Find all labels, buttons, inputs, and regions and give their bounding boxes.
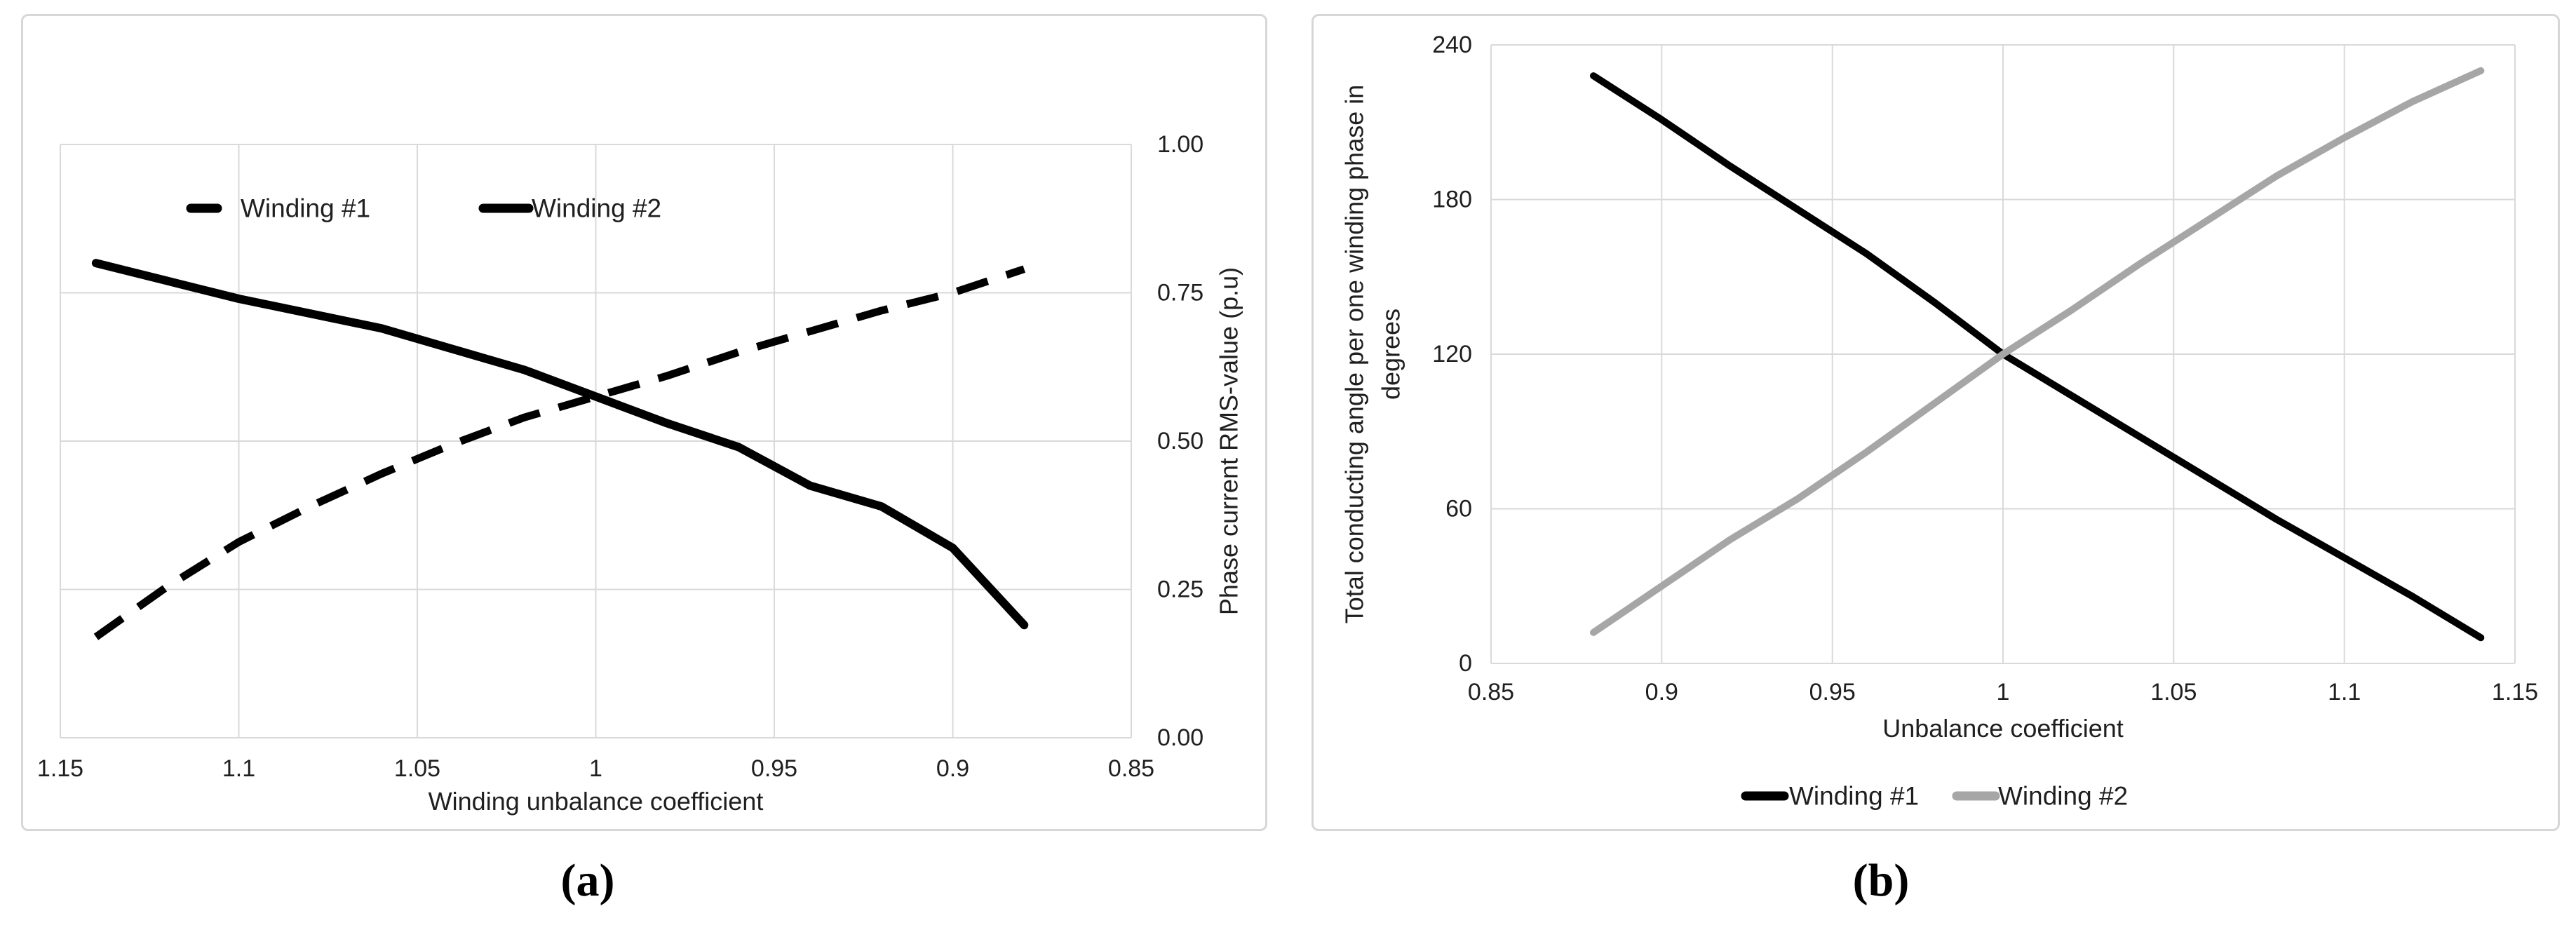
y-tick-label: 60 bbox=[1445, 496, 1472, 522]
x-tick-label: 0.9 bbox=[1645, 679, 1678, 705]
x-tick-label: 1.1 bbox=[222, 755, 255, 782]
y-tick-label: 120 bbox=[1432, 341, 1472, 367]
caption-a: (a) bbox=[560, 855, 615, 906]
series-line-winding-1 bbox=[93, 265, 1026, 640]
chart-a-panel: 1.15 1.1 1.05 1 0.95 0.9 0.85 0.00 0.25 0.50 0.75 1… bbox=[21, 14, 1267, 831]
x-tick-label: 0.85 bbox=[1468, 679, 1514, 705]
y-axis-title: Total conducting angle per one winding p… bbox=[1340, 85, 1369, 624]
series-line-winding-1 bbox=[1590, 72, 2485, 642]
y-tick-label: 0 bbox=[1459, 650, 1472, 677]
y-tick-label: 0.50 bbox=[1157, 428, 1203, 454]
y-tick-label: 0.25 bbox=[1157, 576, 1203, 603]
x-axis-title: Winding unbalance coefficient bbox=[429, 787, 764, 816]
x-tick-label: 1.15 bbox=[37, 755, 83, 782]
legend-label: Winding #2 bbox=[1998, 782, 2128, 811]
chart-b-panel: 0.85 0.9 0.95 1 1.05 1.1 1.15 0 60 120 180 240 Unbal… bbox=[1311, 14, 2560, 831]
series-line-winding-2 bbox=[91, 259, 1029, 630]
x-tick-label: 0.9 bbox=[936, 755, 969, 782]
legend-label: Winding #2 bbox=[532, 194, 661, 223]
legend-label: Winding #1 bbox=[1789, 782, 1919, 811]
y-tick-label: 180 bbox=[1432, 187, 1472, 213]
chart-a: 1.15 1.1 1.05 1 0.95 0.9 0.850.00 0.25 0.50 0.75 1… bbox=[37, 131, 1243, 816]
caption-b: (b) bbox=[1852, 855, 1910, 906]
x-tick-label: 1.1 bbox=[2328, 679, 2361, 705]
x-tick-label: 1.05 bbox=[394, 755, 440, 782]
legend-label: Winding #1 bbox=[241, 194, 370, 223]
y-tick-label: 1.00 bbox=[1157, 131, 1203, 158]
y-axis-title: Phase current RMS-value (p.u) bbox=[1215, 267, 1243, 615]
chart-b: 0.85 0.9 0.95 1 1.05 1.1 1.15 0 60 120 180 240 Unbal… bbox=[1340, 32, 2539, 811]
x-tick-label: 0.95 bbox=[751, 755, 797, 782]
x-tick-label: 0.85 bbox=[1108, 755, 1154, 782]
x-tick-label: 1 bbox=[589, 755, 602, 782]
x-axis-title: Unbalance coefficient bbox=[1882, 714, 2124, 743]
x-tick-label: 1 bbox=[1997, 679, 2010, 705]
x-tick-label: 1.05 bbox=[2150, 679, 2197, 705]
y-tick-label: 0.00 bbox=[1157, 724, 1203, 751]
series-line-winding-2 bbox=[1590, 67, 2485, 636]
y-axis-title: degrees bbox=[1377, 309, 1405, 400]
x-tick-label: 1.15 bbox=[2492, 679, 2538, 705]
y-tick-label: 240 bbox=[1432, 32, 1472, 58]
y-tick-label: 0.75 bbox=[1157, 280, 1203, 306]
x-tick-label: 0.95 bbox=[1809, 679, 1856, 705]
